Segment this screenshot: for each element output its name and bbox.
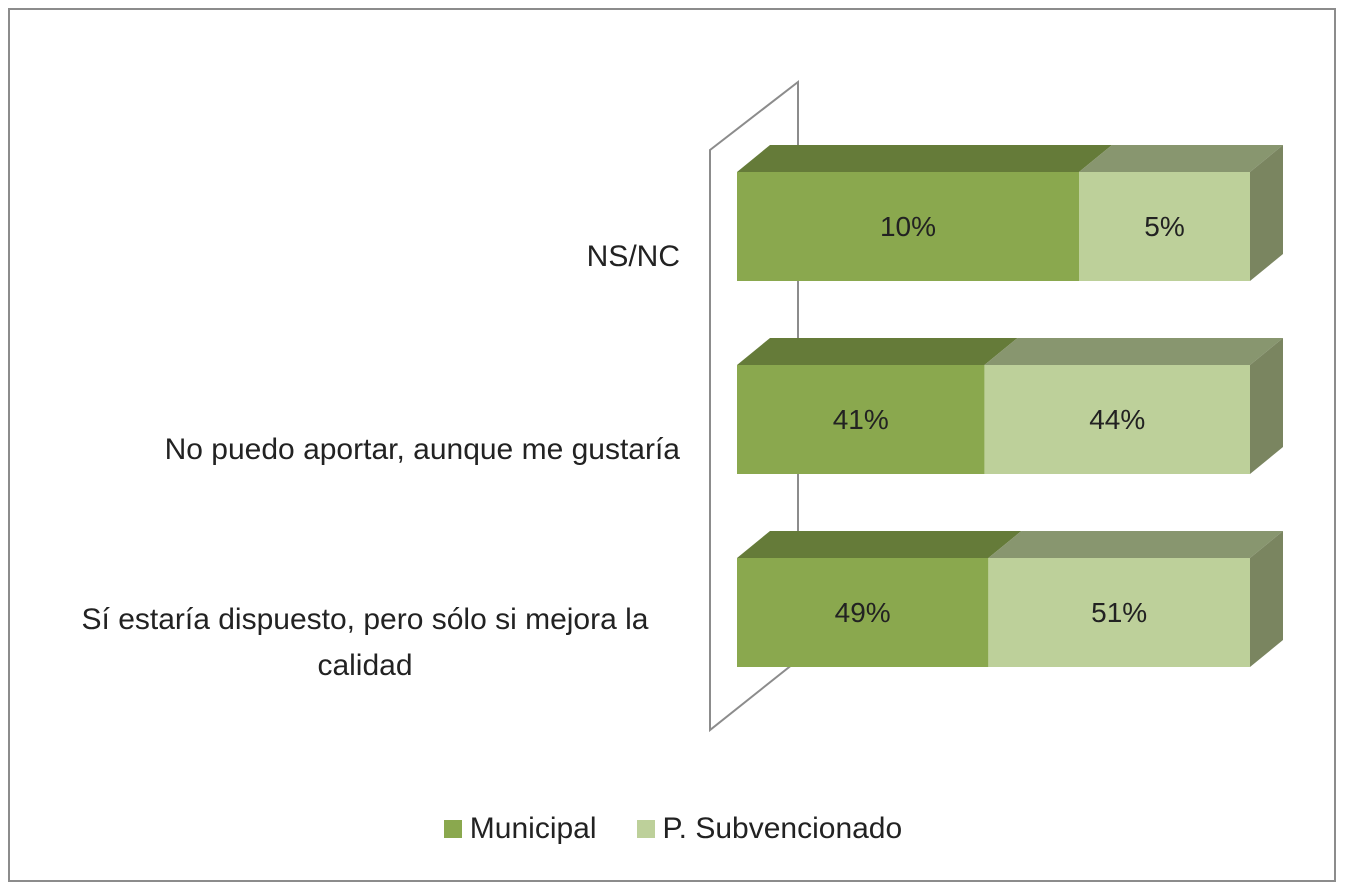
bar-top	[737, 145, 1112, 172]
bar-segment	[1079, 145, 1283, 281]
bar-top	[1079, 145, 1283, 172]
bar-side	[1250, 338, 1283, 474]
bar-front	[984, 365, 1250, 474]
legend: Municipal P. Subvencionado	[0, 812, 1346, 846]
bar-front	[737, 558, 989, 667]
bar-front	[1079, 172, 1250, 281]
legend-label: Municipal	[469, 812, 597, 845]
value-label: 10%	[880, 211, 936, 242]
bar-segment	[737, 531, 1022, 667]
bar-top	[984, 338, 1283, 365]
legend-label: P. Subvencionado	[662, 812, 903, 845]
bar-front	[737, 172, 1079, 281]
bar-side	[1250, 531, 1283, 667]
category-label-box: NS/NC	[20, 172, 680, 341]
bar-segment	[737, 338, 1018, 474]
legend-swatch	[636, 820, 655, 838]
bar-segment	[988, 531, 1283, 667]
value-label: 49%	[835, 597, 891, 628]
legend-item: Municipal	[443, 812, 597, 846]
category-label: NS/NC	[586, 239, 680, 273]
value-label: 44%	[1089, 404, 1145, 435]
bar-top	[988, 531, 1283, 558]
chart-frame	[8, 8, 1336, 882]
value-label: 5%	[1144, 211, 1184, 242]
category-label-box: No puedo aportar, aunque me gustaría	[20, 365, 680, 534]
bar-segment	[984, 338, 1283, 474]
legend-swatch	[443, 820, 462, 838]
bar-side	[1250, 145, 1283, 281]
bar-top	[737, 531, 1022, 558]
category-label: No puedo aportar, aunque me gustaría	[164, 432, 680, 466]
value-label: 41%	[833, 404, 889, 435]
bar-segment	[737, 145, 1112, 281]
value-label: 51%	[1091, 597, 1147, 628]
bar-front	[737, 365, 985, 474]
category-label-box: Sí estaría dispuesto, pero sólo si mejor…	[20, 558, 680, 727]
bar-top	[737, 338, 1018, 365]
bar-front	[988, 558, 1250, 667]
category-label: Sí estaría dispuesto, pero sólo si mejor…	[81, 602, 649, 682]
legend-item: P. Subvencionado	[636, 812, 903, 846]
